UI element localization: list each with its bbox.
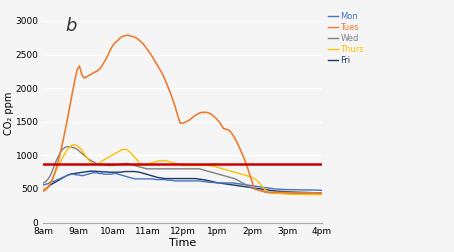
Legend: Mon, Tues, Wed, Thurs, Fri: Mon, Tues, Wed, Thurs, Fri <box>325 9 367 69</box>
X-axis label: Time: Time <box>169 238 196 248</box>
Text: b: b <box>66 17 77 35</box>
Y-axis label: CO₂ ppm: CO₂ ppm <box>4 92 14 135</box>
